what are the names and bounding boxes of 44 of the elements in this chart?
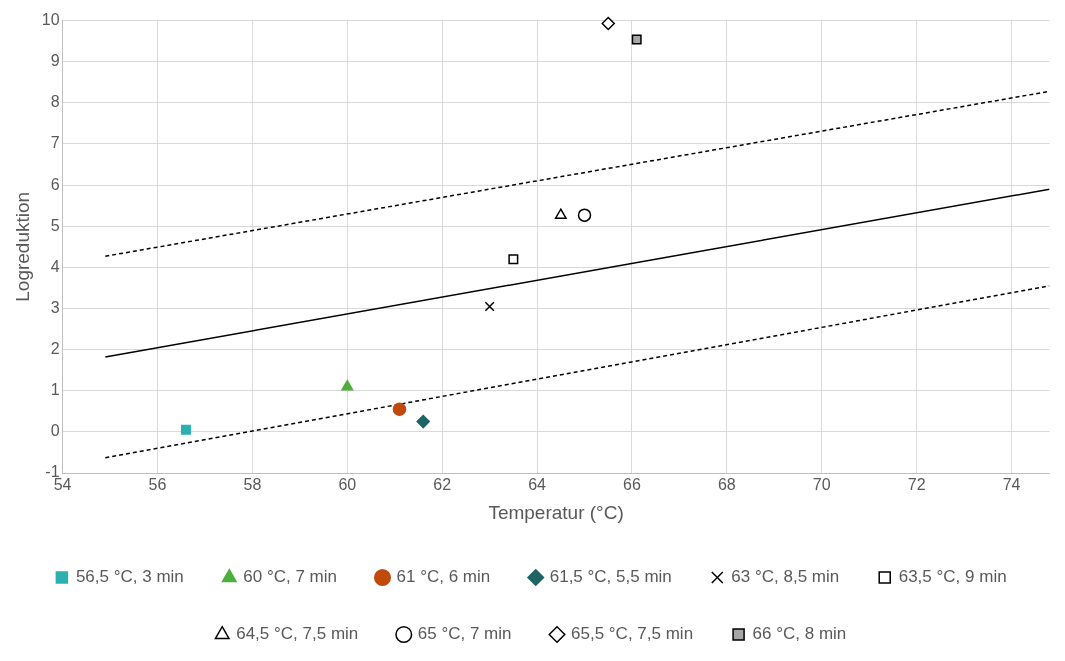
- x-tick-label: 70: [812, 476, 831, 494]
- point: [577, 208, 592, 222]
- y-axis-title: Logreduktion: [11, 191, 33, 302]
- legend-label: 65 °C, 7 min: [417, 624, 512, 644]
- x-tick-label: 62: [433, 476, 452, 494]
- x-tick-label: 72: [907, 476, 926, 494]
- legend-label: 61,5 °C, 5,5 min: [549, 567, 672, 587]
- x-tick-label: 56: [148, 476, 167, 494]
- point: [341, 379, 354, 391]
- legend-label: 56,5 °C, 3 min: [75, 567, 184, 587]
- legend-label: 63 °C, 8,5 min: [731, 567, 840, 587]
- legend-label: 64,5 °C, 7,5 min: [236, 624, 359, 644]
- x-tick-label: 64: [528, 476, 547, 494]
- y-tick-label: 7: [50, 134, 60, 152]
- y-tick-label: 1: [50, 381, 60, 399]
- legend-label: 65,5 °C, 7,5 min: [571, 624, 694, 644]
- legend-label: 66 °C, 8 min: [752, 624, 847, 644]
- point: [392, 402, 407, 416]
- legend-label: 61 °C, 6 min: [396, 567, 491, 587]
- point: [180, 424, 191, 435]
- x-axis-title: Temperatur (°C): [488, 501, 624, 523]
- point: [601, 16, 615, 31]
- point: [508, 254, 519, 265]
- x-tick-label: 54: [53, 476, 72, 494]
- point: [631, 34, 642, 45]
- x-tick-label: 66: [623, 476, 641, 494]
- x-tick-label: 60: [338, 476, 357, 494]
- x-tick-label: 58: [243, 476, 262, 494]
- y-tick-label: 8: [50, 93, 60, 111]
- y-tick-label: 2: [50, 340, 60, 358]
- y-tick-label: 4: [50, 257, 60, 275]
- legend-label: 63,5 °C, 9 min: [898, 567, 1007, 587]
- point: [484, 301, 495, 312]
- y-tick-label: 5: [50, 216, 60, 234]
- legend-label: 60 °C, 7 min: [243, 567, 338, 587]
- y-tick-label: 0: [50, 422, 60, 440]
- y-tick-label: 10: [41, 11, 60, 29]
- point: [416, 414, 430, 429]
- y-tick-label: 3: [50, 298, 60, 316]
- y-tick-label: 6: [50, 175, 60, 193]
- y-tick-label: 9: [50, 52, 60, 70]
- x-tick-label: 68: [717, 476, 736, 494]
- x-tick-label: 74: [1002, 476, 1021, 494]
- point: [554, 208, 567, 219]
